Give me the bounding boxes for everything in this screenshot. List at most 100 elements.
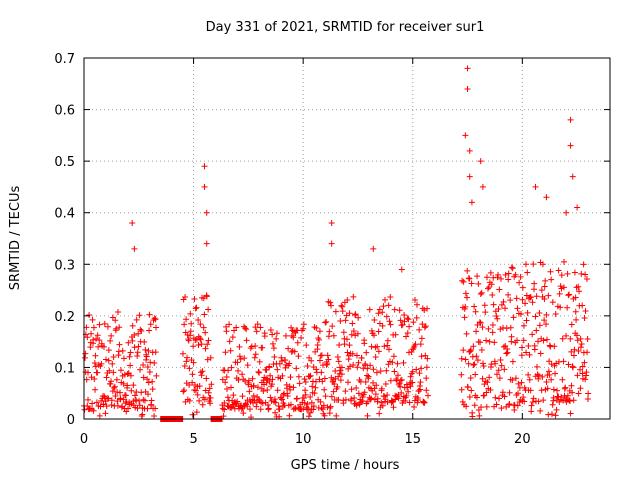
data-point [339, 308, 346, 315]
data-point [349, 350, 356, 357]
data-point [272, 399, 279, 406]
data-point [267, 326, 274, 333]
data-point [287, 386, 294, 393]
data-point [498, 362, 505, 369]
data-point [459, 277, 466, 284]
data-point [379, 402, 386, 409]
data-point [93, 335, 100, 342]
data-point [269, 340, 276, 347]
data-point [466, 275, 473, 282]
data-point [380, 303, 387, 310]
data-point [464, 267, 471, 274]
data-point [93, 399, 100, 406]
data-point [508, 333, 515, 340]
y-tick-label: 0.5 [54, 155, 75, 170]
data-point [338, 364, 345, 371]
data-point [348, 331, 355, 338]
data-point [271, 396, 278, 403]
data-point [463, 330, 470, 337]
data-point [205, 306, 212, 313]
data-point [550, 386, 557, 393]
data-point [110, 369, 117, 376]
data-point [114, 398, 121, 405]
data-point [398, 389, 405, 396]
data-point [197, 336, 204, 343]
data-point [114, 402, 121, 409]
data-point [557, 304, 564, 311]
data-point [487, 386, 494, 393]
data-point [384, 392, 391, 399]
data-point [397, 377, 404, 384]
data-point [334, 383, 341, 390]
data-point [572, 308, 579, 315]
y-tick-label: 0.2 [54, 310, 75, 325]
data-point [568, 382, 575, 389]
data-point [466, 393, 473, 400]
data-point [179, 350, 186, 357]
data-point [96, 337, 103, 344]
data-point [354, 330, 361, 337]
data-point [405, 388, 412, 395]
data-point [298, 334, 305, 341]
data-point [319, 406, 326, 413]
data-point [303, 342, 310, 349]
data-point [138, 412, 145, 419]
data-point [530, 261, 537, 268]
data-point [306, 373, 313, 380]
data-point-peak [201, 163, 208, 170]
data-point [491, 339, 498, 346]
data-point [576, 288, 583, 295]
data-point [187, 310, 194, 317]
data-point [399, 321, 406, 328]
data-point [307, 372, 314, 379]
data-point [228, 364, 235, 371]
data-point [100, 343, 107, 350]
axis-ticks [83, 57, 610, 420]
data-point [390, 353, 397, 360]
data-point [239, 371, 246, 378]
data-point [513, 295, 520, 302]
data-point [202, 345, 209, 352]
data-point [293, 365, 300, 372]
x-tick-label: 15 [404, 432, 421, 447]
data-point [458, 355, 465, 362]
data-point [276, 405, 283, 412]
data-point [567, 397, 574, 404]
data-point [237, 356, 244, 363]
data-point [120, 396, 127, 403]
data-point [107, 380, 114, 387]
data-point [404, 315, 411, 322]
data-point [499, 389, 506, 396]
data-point [536, 322, 543, 329]
data-point [239, 393, 246, 400]
data-point [145, 347, 152, 354]
data-point [495, 305, 502, 312]
data-point [142, 346, 149, 353]
data-point [269, 331, 276, 338]
data-point [458, 371, 465, 378]
data-point [497, 326, 504, 333]
data-point [226, 321, 233, 328]
data-point [353, 384, 360, 391]
data-point [220, 413, 227, 420]
data-point [396, 307, 403, 314]
data-point [372, 391, 379, 398]
data-point [535, 338, 542, 345]
data-point [288, 324, 295, 331]
data-point [473, 328, 480, 335]
data-point [137, 366, 144, 373]
data-point [506, 389, 513, 396]
data-point [478, 289, 485, 296]
data-point [300, 321, 307, 328]
data-point [116, 324, 123, 331]
data-point [561, 385, 568, 392]
data-point [112, 317, 119, 324]
data-point [421, 324, 428, 331]
data-point [125, 339, 132, 346]
data-point [483, 389, 490, 396]
data-point [330, 388, 337, 395]
data-point [295, 373, 302, 380]
data-point [473, 394, 480, 401]
data-point [381, 343, 388, 350]
data-point [415, 387, 422, 394]
